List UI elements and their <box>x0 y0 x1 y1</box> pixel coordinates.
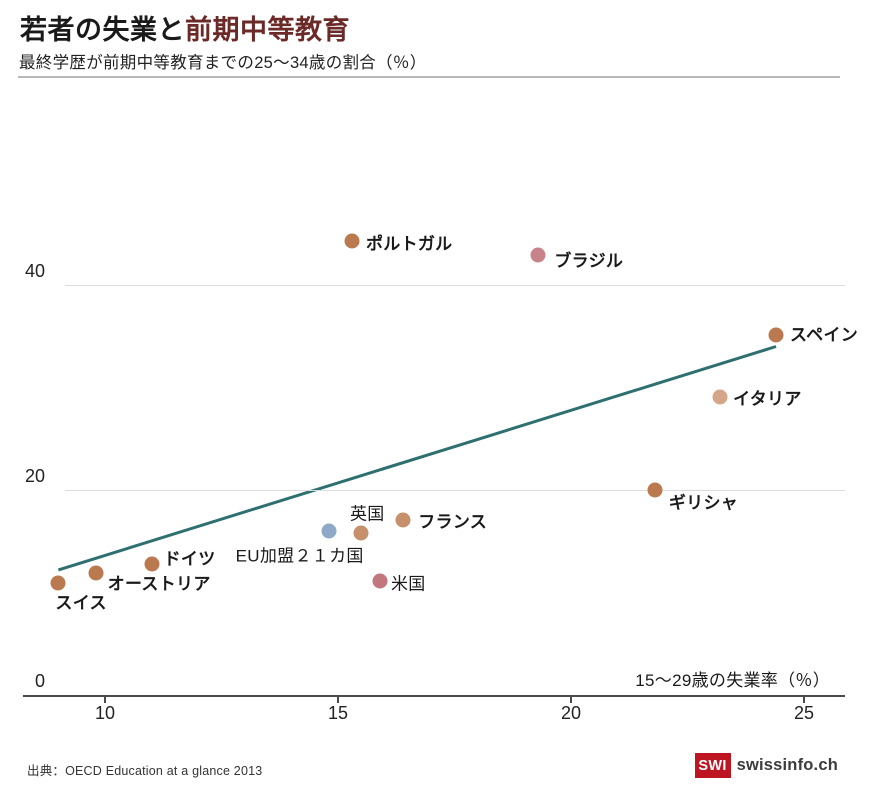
x-tick-label-20: 20 <box>560 703 582 723</box>
data-point-dot <box>88 565 104 581</box>
gridline-y-20 <box>65 489 845 491</box>
x-tick-label-15: 15 <box>327 703 349 723</box>
data-point-dot <box>144 556 160 572</box>
y-tick-label-20: 20 <box>24 466 45 486</box>
chart-subtitle: 最終学歴が前期中等教育までの25～34歳の割合（％） <box>19 54 427 72</box>
data-point-dot <box>647 482 663 498</box>
data-point-label: ドイツ <box>163 549 216 569</box>
data-point-label: スイス <box>55 593 107 613</box>
gridline-y-40 <box>65 284 845 286</box>
data-point-dot <box>372 573 388 589</box>
data-point-dot <box>50 575 66 591</box>
x-axis-line <box>23 695 845 697</box>
data-point-label: EU加盟２１カ国 <box>235 546 364 566</box>
data-point-dot <box>530 247 546 263</box>
data-point-label: ギリシャ <box>668 493 739 513</box>
data-point-dot <box>712 389 728 405</box>
x-tick-25 <box>803 697 805 703</box>
data-point-label: 米国 <box>390 574 426 594</box>
data-point-label: ポルトガル <box>365 234 453 254</box>
page-title: 若者の失業と前期中等教育 <box>20 8 350 47</box>
swi-logo-mark: SWI <box>694 753 731 778</box>
swissinfo-logo: SWI swissinfo.ch <box>694 753 838 778</box>
page-title-red: 前期中等教育 <box>185 15 350 45</box>
data-point-label: ブラジル <box>554 251 624 271</box>
data-point-dot <box>344 233 360 249</box>
y-tick-label-0: 0 <box>34 671 45 691</box>
data-point-label: スペイン <box>790 325 859 345</box>
header-divider <box>18 76 840 78</box>
data-point-label: 英国 <box>349 504 385 524</box>
data-point-dot <box>395 512 411 528</box>
y-tick-label-40: 40 <box>24 261 45 281</box>
data-point-label: フランス <box>418 512 488 532</box>
data-point-label: イタリア <box>733 389 802 409</box>
x-tick-15 <box>337 697 339 703</box>
data-point-label: オーストリア <box>107 574 211 594</box>
swissinfo-wordmark: swissinfo.ch <box>736 756 838 774</box>
x-tick-20 <box>570 697 572 703</box>
data-point-dot <box>353 525 369 541</box>
data-point-dot <box>321 523 337 539</box>
source-note: 出典：OECD Education at a glance 2013 <box>27 764 263 778</box>
x-tick-label-25: 25 <box>793 703 815 723</box>
data-point-dot <box>768 327 784 343</box>
x-tick-10 <box>104 697 106 703</box>
x-axis-title: 15～29歳の失業率（％） <box>635 671 830 690</box>
x-tick-label-10: 10 <box>94 703 116 723</box>
page-title-black: 若者の失業と <box>20 15 185 45</box>
